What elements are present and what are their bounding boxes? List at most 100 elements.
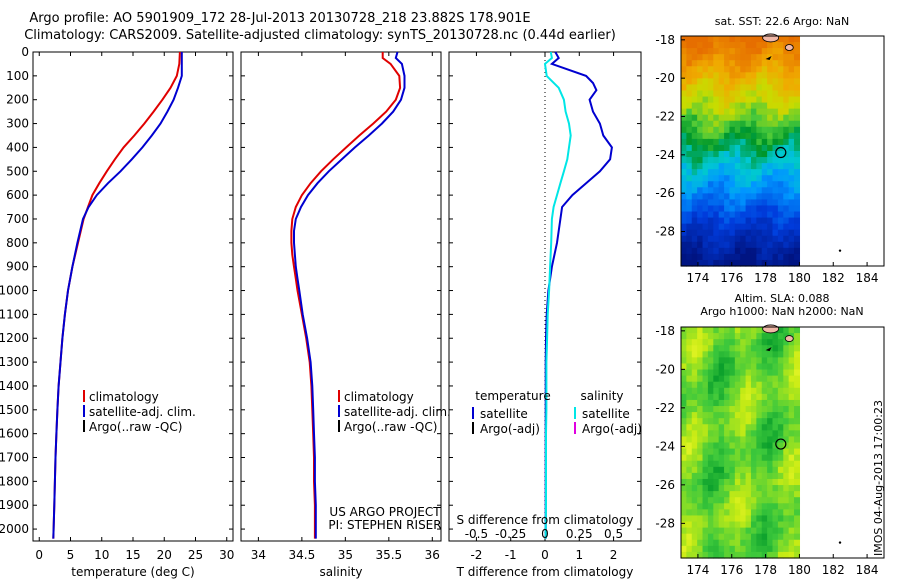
map-cell (750, 375, 757, 383)
map-cell (691, 539, 698, 547)
map-cell (794, 259, 801, 267)
map-cell (691, 181, 698, 188)
map-cell (761, 78, 768, 86)
map-cell (761, 108, 768, 116)
map-cell (767, 333, 774, 340)
map-cell (697, 424, 704, 431)
map-cell (788, 472, 795, 480)
map-cell (697, 406, 704, 413)
map-cell (729, 126, 736, 134)
map-cell (788, 151, 795, 158)
map-y-tick-label: -22 (655, 401, 675, 415)
map-cell (745, 144, 752, 152)
map-cell (788, 205, 795, 213)
argo-position-marker (775, 146, 787, 159)
map-cell (745, 247, 752, 255)
map-cell (788, 157, 795, 164)
map-cell (697, 357, 704, 365)
map-cell (681, 363, 687, 371)
map-cell (777, 132, 784, 140)
map-cell (718, 132, 725, 140)
map-cell (697, 96, 704, 104)
map-cell (740, 96, 747, 104)
map-cell (724, 460, 731, 468)
series-line-blue (544, 51, 613, 539)
map-cell (756, 509, 763, 517)
map-cell (788, 375, 795, 383)
map-cell (724, 138, 731, 146)
map-cell (718, 363, 725, 371)
y-tick-label: 2000 (0, 522, 29, 536)
map-cell (681, 527, 687, 535)
map-cell (691, 472, 698, 480)
map-cell (702, 381, 709, 389)
map-cell (718, 90, 725, 98)
map-cell (691, 217, 698, 225)
map-cell (707, 157, 714, 164)
map-cell (794, 339, 801, 346)
map-cell (718, 205, 725, 213)
map-cell (740, 533, 747, 541)
map-cell (756, 253, 763, 261)
map-cell (681, 339, 687, 346)
map-cell (729, 430, 736, 438)
map-cell (729, 436, 736, 444)
map-cell (767, 399, 774, 407)
map-cell (697, 478, 704, 486)
map-cell (686, 211, 693, 219)
map-cell (761, 151, 768, 158)
map-cell (756, 491, 763, 498)
map-cell (713, 430, 720, 438)
map-cell (745, 357, 752, 365)
map-cell (767, 363, 774, 371)
map-cell (756, 460, 763, 468)
map-cell (788, 503, 795, 510)
map-cell (767, 515, 774, 523)
map-cell (691, 259, 698, 267)
map-cell (750, 151, 757, 158)
map-cell (734, 120, 741, 128)
map-cell (734, 96, 741, 104)
map-cell (745, 199, 752, 207)
x-axis-label: T difference from climatology (456, 565, 634, 579)
map-cell (783, 235, 790, 243)
map-cell (767, 472, 774, 480)
map-cell (767, 199, 774, 207)
map-cell (761, 157, 768, 164)
map-cell (788, 327, 795, 334)
map-cell (740, 357, 747, 365)
map-cell (745, 205, 752, 213)
map-cell (767, 96, 774, 104)
map-cell (724, 412, 731, 419)
y-tick-label: 600 (6, 188, 29, 202)
map-cell (777, 339, 784, 346)
map-cell (783, 114, 790, 122)
map-cell (740, 120, 747, 128)
panel-frame (32, 51, 234, 542)
map-cell (745, 485, 752, 492)
map-cell (702, 72, 709, 79)
map-cell (777, 138, 784, 146)
map-cell (702, 485, 709, 492)
map-cell (691, 357, 698, 365)
map-cell (681, 333, 687, 340)
map-cell (783, 229, 790, 237)
map-cell (772, 108, 779, 116)
legend-label: Argo(-adj) (480, 422, 540, 436)
map-cell (691, 84, 698, 92)
map-cell (745, 369, 752, 377)
top-tick-label: 0.25 (566, 527, 593, 541)
map-cell (718, 144, 725, 152)
map-cell (794, 60, 801, 67)
map-cell (729, 205, 736, 213)
map-cell (794, 78, 801, 86)
map-cell (772, 163, 779, 170)
map-cell (750, 412, 757, 419)
map-cell (740, 241, 747, 249)
map-cell (783, 485, 790, 492)
map-cell (761, 175, 768, 182)
map-cell (707, 90, 714, 98)
map-cell (777, 253, 784, 261)
map-cell (697, 205, 704, 213)
map-cell (783, 466, 790, 474)
